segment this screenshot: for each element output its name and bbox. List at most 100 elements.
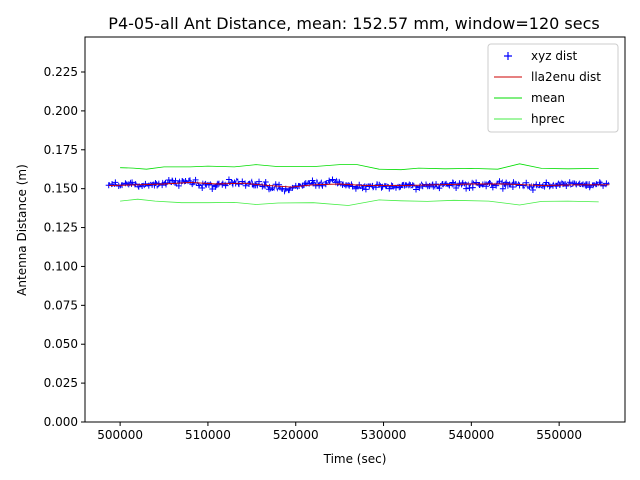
series-mean bbox=[120, 163, 599, 171]
xyz-dist-marker bbox=[152, 179, 159, 186]
y-tick-label: 0.175 bbox=[44, 143, 78, 157]
xyz-dist-marker bbox=[596, 179, 603, 186]
xyz-dist-marker bbox=[235, 181, 242, 188]
xyz-dist-marker bbox=[566, 179, 573, 186]
xyz-dist-marker bbox=[419, 183, 426, 190]
x-tick-label: 530000 bbox=[361, 428, 407, 442]
xyz-dist-marker bbox=[366, 183, 373, 190]
xyz-dist-marker bbox=[225, 176, 232, 183]
legend-label: hprec bbox=[531, 112, 565, 126]
xyz-dist-marker bbox=[453, 184, 460, 191]
xyz-dist-marker bbox=[199, 185, 206, 192]
xyz-dist-marker bbox=[463, 185, 470, 192]
xyz-dist-marker bbox=[229, 179, 236, 186]
y-tick-label: 0.025 bbox=[44, 376, 78, 390]
xyz-dist-marker bbox=[195, 182, 202, 189]
legend-entry: lla2enu dist bbox=[494, 70, 601, 84]
xyz-dist-marker bbox=[326, 177, 333, 184]
legend-label: mean bbox=[531, 91, 565, 105]
series-layer bbox=[105, 163, 610, 206]
xyz-dist-marker bbox=[205, 181, 212, 188]
xyz-dist-marker bbox=[155, 180, 162, 187]
plot-frame bbox=[84, 36, 626, 423]
xyz-dist-marker bbox=[112, 179, 119, 186]
xyz-dist-marker bbox=[352, 185, 359, 192]
legend-label: lla2enu dist bbox=[531, 70, 601, 84]
xyz-dist-marker bbox=[553, 183, 560, 190]
x-axis-label: Time (sec) bbox=[323, 452, 387, 466]
xyz-dist-marker bbox=[289, 184, 296, 191]
legend-entry: mean bbox=[494, 91, 565, 105]
xyz-dist-marker bbox=[546, 183, 553, 190]
xyz-dist-marker bbox=[600, 182, 607, 189]
x-tick-label: 500000 bbox=[97, 428, 143, 442]
xyz-dist-marker bbox=[563, 182, 570, 189]
y-axis-label: Antenna Distance (m) bbox=[15, 164, 29, 296]
chart-title: P4-05-all Ant Distance, mean: 152.57 mm,… bbox=[108, 14, 599, 33]
xyz-dist-marker bbox=[262, 178, 269, 185]
xyz-dist-marker bbox=[359, 185, 366, 192]
legend-box bbox=[487, 43, 619, 133]
xyz-dist-marker bbox=[443, 180, 450, 187]
xyz-dist-marker bbox=[499, 185, 506, 192]
xyz-dist-marker bbox=[329, 176, 336, 183]
xyz-dist-marker bbox=[382, 183, 389, 190]
xyz-dist-marker bbox=[309, 177, 316, 184]
x-tick-label: 550000 bbox=[536, 428, 582, 442]
xyz-dist-marker bbox=[115, 182, 122, 189]
xyz-dist-marker bbox=[473, 179, 480, 186]
xyz-dist-marker bbox=[286, 187, 293, 194]
xyz-dist-marker bbox=[583, 182, 590, 189]
xyz-dist-marker bbox=[519, 182, 526, 189]
xyz-dist-marker bbox=[175, 182, 182, 189]
xyz-dist-marker bbox=[486, 179, 493, 186]
y-tick-label: 0.125 bbox=[44, 221, 78, 235]
xyz-dist-marker bbox=[433, 181, 440, 188]
xyz-dist-marker bbox=[416, 184, 423, 191]
xyz-dist-marker bbox=[192, 176, 199, 183]
y-tick-label: 0.150 bbox=[44, 182, 78, 196]
xyz-dist-marker bbox=[319, 182, 326, 189]
xyz-dist-marker bbox=[436, 185, 443, 192]
xyz-dist-marker bbox=[145, 182, 152, 189]
xyz-dist-marker bbox=[489, 184, 496, 191]
xyz-dist-marker bbox=[109, 181, 116, 188]
xyz-dist-marker bbox=[276, 181, 283, 188]
xyz-dist-marker bbox=[509, 183, 516, 190]
legend: xyz dist lla2enu dist mean hprec bbox=[487, 43, 619, 133]
xyz-dist-marker bbox=[580, 181, 587, 188]
xyz-dist-marker bbox=[603, 180, 610, 187]
legend-label: xyz dist bbox=[531, 49, 578, 63]
y-tick-label: 0.200 bbox=[44, 104, 78, 118]
xyz-dist-marker bbox=[172, 177, 179, 184]
xyz-dist-marker bbox=[266, 186, 273, 193]
xyz-dist-marker bbox=[446, 182, 453, 189]
y-axis: 0.000 0.025 0.050 0.075 0.100 0.125 0.150 0.175… bbox=[44, 65, 85, 429]
x-tick-label: 540000 bbox=[448, 428, 494, 442]
xyz-dist-marker bbox=[593, 181, 600, 188]
xyz-dist-marker bbox=[496, 178, 503, 185]
y-tick-label: 0.050 bbox=[44, 337, 78, 351]
xyz-dist-marker bbox=[529, 186, 536, 193]
xyz-dist-marker bbox=[129, 179, 136, 186]
xyz-dist-marker bbox=[536, 181, 543, 188]
xyz-dist-marker bbox=[559, 181, 566, 188]
xyz-dist-marker bbox=[339, 181, 346, 188]
x-axis: 500000 510000 520000 530000 540000 550000 bbox=[97, 422, 582, 442]
xyz-dist-marker bbox=[256, 178, 263, 185]
xyz-dist-marker bbox=[125, 181, 132, 188]
xyz-dist-marker bbox=[142, 180, 149, 187]
xyz-dist-marker bbox=[212, 183, 219, 190]
xyz-dist-marker bbox=[132, 181, 139, 188]
xyz-dist-marker bbox=[346, 182, 353, 189]
y-tick-label: 0.075 bbox=[44, 298, 78, 312]
y-tick-label: 0.000 bbox=[44, 415, 78, 429]
xyz-dist-marker bbox=[406, 181, 413, 188]
xyz-dist-marker bbox=[252, 182, 259, 189]
xyz-dist-marker bbox=[423, 181, 430, 188]
xyz-dist-marker bbox=[376, 181, 383, 188]
xyz-dist-marker bbox=[570, 180, 577, 187]
legend-entry: hprec bbox=[494, 112, 565, 126]
xyz-dist-marker bbox=[159, 182, 166, 189]
